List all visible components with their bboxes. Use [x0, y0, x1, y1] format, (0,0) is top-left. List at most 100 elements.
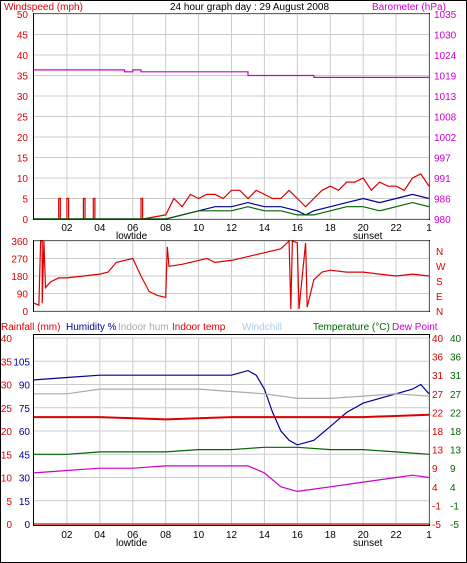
humidity-y-tick-label: 90	[19, 381, 31, 392]
windchill-label: Windchill	[242, 322, 282, 333]
wind-x-tick-label: 20	[358, 223, 370, 234]
humidity-y-tick-label: 0	[24, 520, 30, 531]
wind-y-tick-label: 25	[17, 113, 29, 124]
rainfall-axis-title: Rainfall (mm)	[1, 322, 60, 333]
indoor-temp-y-tick-label: -5	[432, 520, 441, 531]
humidity-y-tick-label: 105	[13, 357, 30, 368]
temp-x-tick-label: 22	[391, 530, 403, 541]
indoor-temp-y-tick-label: 27	[432, 390, 444, 401]
sunset-marker-bottom: sunset	[353, 538, 383, 549]
temperature-y-tick-label: 40	[450, 334, 462, 345]
indoor-temp-y-tick-label: 31	[432, 371, 444, 382]
wind-x-tick-label: 14	[259, 223, 271, 234]
temperature-y-tick-label: 4	[450, 483, 456, 494]
wind-x-tick-label: 16	[292, 223, 304, 234]
wind-axis-title: Windspeed (mph)	[4, 2, 83, 13]
humidity-y-tick-label: 45	[19, 450, 31, 461]
temp-x-tick-label: 08	[160, 530, 172, 541]
compass-label: S	[436, 277, 443, 288]
indoor-temp-label: Indoor temp	[172, 322, 226, 333]
indoor-temp-y-tick-label: 22	[432, 408, 444, 419]
wind-speed-line	[34, 201, 430, 220]
temperature-y-tick-label: -1	[450, 501, 459, 512]
temperature-y-tick-label: 31	[450, 371, 462, 382]
temperature-axis-title: Temperature (°C)	[313, 322, 390, 333]
graph-title: 24 hour graph day : 29 August 2008	[170, 2, 329, 13]
wind-y-tick-label: 0	[22, 215, 28, 226]
temperature-y-tick-label: 22	[450, 408, 462, 419]
humidity-y-tick-label: 15	[19, 497, 31, 508]
temp-x-tick-label: 10	[193, 530, 205, 541]
compass-label: W	[436, 262, 446, 273]
rainfall-y-tick-label: 30	[1, 381, 13, 392]
wind-y-tick-label: 5	[22, 195, 28, 206]
wind-y-tick-label: 30	[17, 92, 29, 103]
indoor-temp-y-tick-label: 13	[432, 446, 444, 457]
humidity-y-tick-label: 60	[19, 427, 31, 438]
barometer-y-tick-label: 1030	[434, 31, 457, 42]
indoor-temp-y-tick-label: 36	[432, 353, 444, 364]
wind-y-tick-label: 40	[17, 51, 29, 62]
barometer-axis-title: Barometer (hPa)	[372, 2, 446, 13]
wind-x-tick-label: 1	[426, 223, 432, 234]
wind-y-tick-label: 50	[17, 10, 29, 21]
humidity-y-tick-label: 30	[19, 474, 31, 485]
direction-y-tick-label: 270	[11, 255, 28, 266]
indoor-hum-label: Indoor hum	[118, 322, 169, 333]
temp-x-tick-label: 12	[226, 530, 238, 541]
rainfall-y-tick-label: 25	[1, 404, 13, 415]
barometer-y-tick-label: 997	[434, 154, 451, 165]
wind-x-tick-label: 10	[193, 223, 205, 234]
temperature-y-tick-label: 27	[450, 390, 462, 401]
rainfall-y-tick-label: 5	[6, 497, 12, 508]
indoor-hum-line	[34, 388, 430, 399]
direction-y-tick-label: 180	[11, 272, 28, 283]
wind-y-tick-label: 35	[17, 72, 29, 83]
direction-y-tick-label: 90	[17, 290, 29, 301]
compass-label: N	[436, 307, 443, 318]
temp-x-tick-label: 16	[292, 530, 304, 541]
dew-point-line	[33, 465, 430, 493]
lowtide-marker-top: lowtide	[116, 231, 148, 242]
barometer-y-tick-label: 1024	[434, 51, 457, 62]
compass-label: N	[436, 247, 443, 258]
wind-x-tick-label: 02	[61, 223, 73, 234]
barometer-hpa-line	[34, 69, 429, 79]
barometer-y-tick-label: 980	[434, 215, 451, 226]
temp-x-tick-label: 06	[127, 530, 139, 541]
wind-y-tick-label: 45	[17, 31, 29, 42]
wind-x-tick-label: 12	[226, 223, 238, 234]
temperature-y-tick-label: 9	[450, 464, 456, 475]
rainfall-y-tick-label: 15	[1, 450, 13, 461]
rainfall-y-tick-label: 40	[1, 334, 13, 345]
sunset-marker-top: sunset	[353, 231, 383, 242]
temp-x-tick-label: 20	[358, 530, 370, 541]
direction-y-tick-label: 360	[11, 237, 28, 248]
indoor-temp-y-tick-label: 40	[432, 334, 444, 345]
rainfall-y-tick-label: 0	[6, 520, 12, 531]
indoor-temp-y-tick-label: 9	[432, 464, 438, 475]
rainfall-y-tick-label: 10	[1, 474, 13, 485]
wind-x-tick-label: 22	[391, 223, 403, 234]
temperature-y-tick-label: -5	[450, 520, 459, 531]
temp-x-tick-label: 04	[94, 530, 106, 541]
barometer-y-tick-label: 1035	[434, 10, 457, 21]
barometer-y-tick-label: 991	[434, 174, 451, 185]
temperature-y-tick-label: 18	[450, 427, 462, 438]
wind-x-tick-label: 06	[127, 223, 139, 234]
rainfall-y-tick-label: 35	[1, 357, 13, 368]
dewpoint-axis-title: Dew Point	[392, 322, 438, 333]
temperature-y-tick-label: 36	[450, 353, 462, 364]
wind-x-tick-label: 08	[160, 223, 172, 234]
lowtide-marker-bottom: lowtide	[116, 538, 148, 549]
barometer-y-tick-label: 1008	[434, 113, 457, 124]
temperature-line	[34, 446, 430, 455]
rainfall-y-tick-label: 20	[1, 427, 13, 438]
indoor-temp-y-tick-label: -1	[432, 501, 441, 512]
wind-y-tick-label: 10	[17, 174, 29, 185]
humidity-line	[33, 369, 430, 446]
wind-y-tick-label: 20	[17, 133, 29, 144]
temp-x-tick-label: 18	[325, 530, 337, 541]
temp-x-tick-label: 14	[259, 530, 271, 541]
